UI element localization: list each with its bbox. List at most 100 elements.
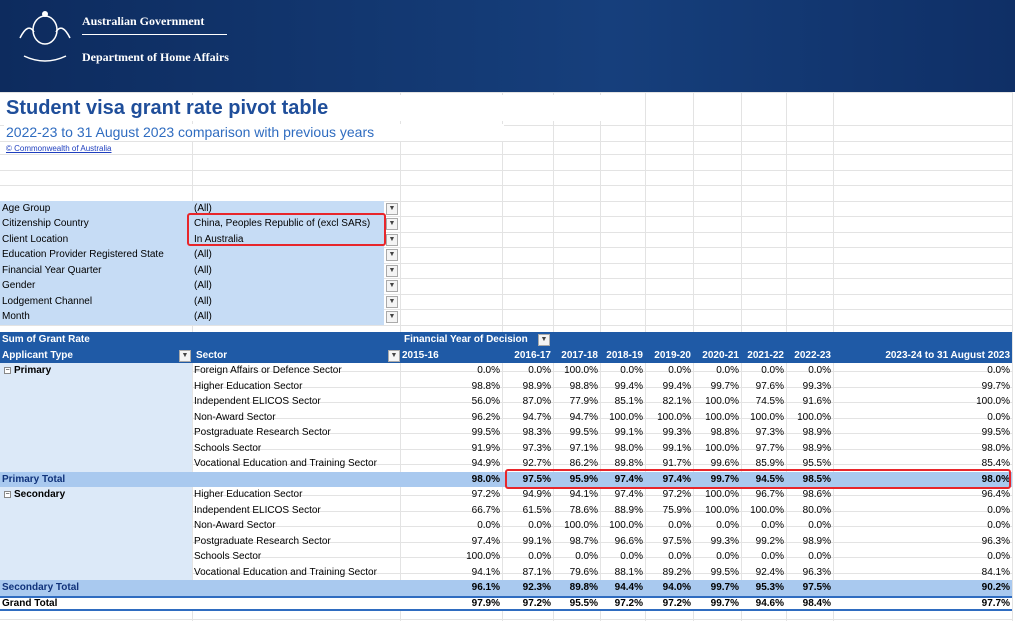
value-cell: 0.0% [761, 520, 784, 531]
value-cell: 100.0% [750, 504, 784, 516]
filter-label: Month [0, 309, 192, 325]
copyright-link[interactable]: © Commonwealth of Australia [6, 144, 112, 153]
value-cell: 99.3% [802, 380, 831, 392]
grid-line [1012, 92, 1013, 621]
value-cell: 98.4% [802, 597, 831, 609]
value-cell: 94.1% [569, 489, 598, 500]
value-cell: 85.9% [755, 458, 784, 469]
filter-dropdown[interactable]: ▼ [386, 249, 398, 261]
grid-line [0, 247, 1012, 248]
filter-label: Education Provider Registered State [0, 247, 192, 263]
value-cell: 0.0% [575, 551, 598, 562]
collapse-icon[interactable]: − [4, 367, 11, 374]
filter-value: (All) [192, 309, 384, 325]
filter-dropdown[interactable]: ▼ [386, 233, 398, 246]
grid-line [0, 278, 1012, 279]
year-header: 2016-17 [502, 347, 553, 363]
sector-label: Non-Award Sector [194, 411, 276, 423]
grid-line [0, 309, 1012, 310]
grid-line [0, 417, 1012, 419]
grid-line [0, 125, 1012, 126]
value-cell: 0.0% [668, 551, 691, 562]
value-cell: 100.0% [705, 396, 739, 407]
value-cell: 94.7% [522, 411, 551, 423]
value-cell: 96.7% [755, 489, 784, 500]
value-cell: 98.8% [710, 427, 739, 438]
value-cell: 97.9% [471, 597, 500, 609]
sector-label: Vocational Education and Training Sector [194, 566, 377, 578]
value-cell: 85.4% [981, 458, 1010, 469]
sector-label: Foreign Affairs or Defence Sector [194, 365, 342, 376]
filter-value: (All) [192, 278, 384, 294]
value-field: Sum of Grant Rate [0, 332, 192, 348]
value-cell: 88.1% [614, 566, 643, 578]
value-cell: 99.7% [710, 473, 739, 485]
value-cell: 99.7% [710, 582, 739, 593]
sector-label: Higher Education Sector [194, 489, 303, 500]
total-label: Secondary Total [2, 582, 80, 593]
value-cell: 92.3% [522, 582, 551, 593]
value-cell: 98.9% [802, 442, 831, 454]
row-field-dropdown[interactable]: ▼ [179, 349, 191, 362]
row-field-dropdown[interactable]: ▼ [388, 349, 400, 362]
value-cell: 99.3% [662, 427, 691, 438]
value-cell: 99.3% [710, 535, 739, 547]
sector-label: Independent ELICOS Sector [194, 396, 321, 407]
value-cell: 100.0% [609, 411, 643, 423]
filter-dropdown[interactable]: ▼ [386, 202, 398, 215]
grid-line [0, 495, 1012, 496]
filter-dropdown[interactable]: ▼ [386, 218, 398, 230]
year-header: 2017-18 [553, 347, 600, 363]
value-cell: 99.1% [662, 442, 691, 454]
value-cell: 0.0% [808, 520, 831, 531]
value-cell: 100.0% [564, 520, 598, 531]
value-cell: 89.2% [662, 566, 691, 578]
value-cell: 99.4% [662, 380, 691, 392]
value-cell: 100.0% [705, 442, 739, 454]
value-cell: 84.1% [981, 566, 1010, 578]
value-cell: 100.0% [976, 396, 1010, 407]
sector-label: Postgraduate Research Sector [194, 535, 331, 547]
value-cell: 100.0% [750, 411, 784, 423]
value-cell: 0.0% [761, 365, 784, 376]
value-cell: 87.1% [522, 566, 551, 578]
column-filter-button[interactable]: ▼ [538, 334, 550, 346]
value-cell: 79.6% [569, 566, 598, 578]
filter-dropdown[interactable]: ▼ [386, 295, 398, 308]
value-cell: 97.7% [755, 442, 784, 454]
value-cell: 98.7% [569, 535, 598, 547]
value-cell: 100.0% [797, 411, 831, 423]
value-cell: 77.9% [569, 396, 598, 407]
value-cell: 56.0% [471, 396, 500, 407]
filter-dropdown[interactable]: ▼ [386, 264, 398, 277]
column-field: Financial Year of Decision [402, 332, 532, 348]
value-cell: 94.4% [614, 582, 643, 593]
value-cell: 94.7% [569, 411, 598, 423]
grid-line [0, 169, 1012, 171]
filter-dropdown[interactable]: ▼ [386, 311, 398, 323]
value-cell: 61.5% [522, 504, 551, 516]
year-header: 2018-19 [600, 347, 645, 363]
row-field: Applicant Type [0, 347, 178, 363]
value-cell: 100.0% [705, 411, 739, 423]
value-cell: 94.9% [471, 458, 500, 469]
collapse-icon[interactable]: − [4, 491, 11, 498]
value-cell: 99.5% [981, 427, 1010, 438]
group-column [0, 487, 192, 580]
value-cell: 86.2% [569, 458, 598, 469]
grid-line [0, 510, 1012, 512]
value-cell: 100.0% [705, 504, 739, 516]
filter-label: Citizenship Country [0, 216, 192, 232]
header-banner: Australian Government Department of Home… [0, 0, 1015, 92]
value-cell: 88.9% [614, 504, 643, 516]
filter-value: (All) [192, 262, 384, 278]
value-cell: 96.3% [981, 535, 1010, 547]
value-cell: 0.0% [987, 504, 1010, 516]
value-cell: 98.9% [802, 427, 831, 438]
value-cell: 0.0% [528, 551, 551, 562]
filter-dropdown[interactable]: ▼ [386, 280, 398, 292]
value-cell: 98.6% [802, 489, 831, 500]
grid-line [0, 200, 1012, 202]
value-cell: 99.1% [522, 535, 551, 547]
